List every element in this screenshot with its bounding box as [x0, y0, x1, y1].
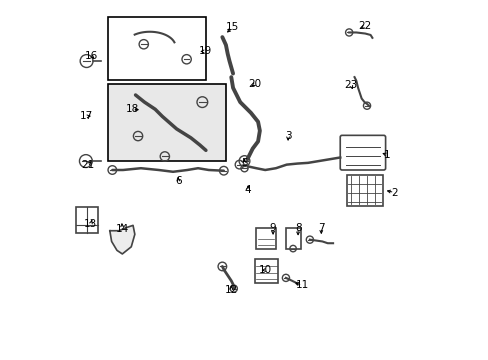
Text: 22: 22 — [357, 21, 370, 31]
Text: 3: 3 — [284, 131, 291, 141]
Text: 2: 2 — [390, 188, 397, 198]
Bar — [108, 18, 206, 80]
Text: 18: 18 — [125, 104, 139, 114]
Text: 20: 20 — [247, 79, 261, 89]
Text: 23: 23 — [344, 80, 357, 90]
Text: 21: 21 — [81, 159, 94, 170]
Text: 19: 19 — [198, 46, 211, 57]
Bar — [285, 228, 300, 249]
Text: 17: 17 — [80, 111, 93, 121]
Bar — [254, 258, 278, 283]
Polygon shape — [110, 225, 135, 254]
Text: 5: 5 — [241, 158, 247, 168]
Text: 6: 6 — [175, 176, 182, 186]
Text: 13: 13 — [84, 219, 97, 229]
Bar — [76, 207, 98, 233]
Text: 8: 8 — [294, 223, 301, 233]
Text: 1: 1 — [383, 150, 390, 160]
Text: 14: 14 — [116, 224, 129, 234]
Text: 10: 10 — [258, 265, 271, 275]
Bar — [346, 175, 382, 206]
Text: 11: 11 — [295, 280, 308, 291]
Text: 7: 7 — [317, 223, 324, 233]
Text: 4: 4 — [244, 185, 251, 195]
Text: 15: 15 — [225, 22, 239, 32]
Text: 16: 16 — [84, 51, 98, 61]
Bar — [108, 84, 225, 161]
Text: 12: 12 — [224, 285, 238, 295]
Bar — [256, 228, 275, 249]
Text: 9: 9 — [269, 223, 276, 233]
